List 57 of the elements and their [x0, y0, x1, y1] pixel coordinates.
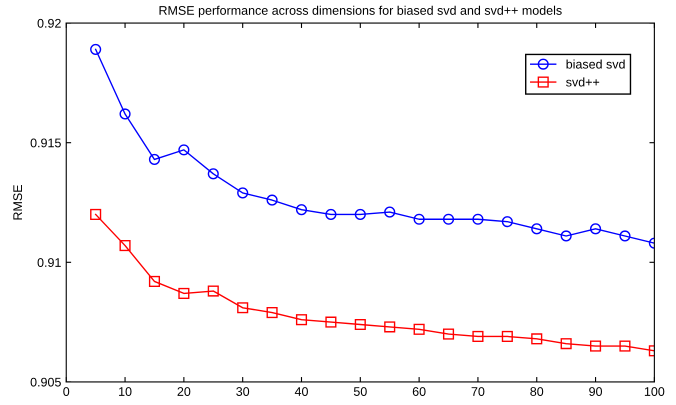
x-tick-label: 90	[589, 387, 602, 396]
point	[354, 208, 366, 220]
y-tick-label: 0.915	[30, 138, 61, 148]
point	[590, 223, 602, 234]
point	[296, 204, 308, 216]
point	[442, 214, 454, 225]
point	[531, 333, 542, 344]
x-tick-label: 80	[530, 387, 544, 396]
x-tick-label: 60	[412, 387, 426, 396]
point	[90, 44, 102, 55]
point	[414, 324, 425, 335]
point	[325, 316, 336, 328]
point	[502, 330, 513, 342]
x-tick-label: 30	[236, 387, 250, 396]
y-axis-title: RMSE	[13, 184, 22, 220]
point	[619, 230, 631, 242]
point	[178, 288, 190, 299]
point	[472, 330, 484, 342]
point	[619, 340, 631, 352]
legend-label: svd++	[566, 77, 600, 87]
point	[472, 214, 484, 225]
point	[148, 276, 160, 287]
point	[266, 194, 278, 206]
point	[237, 187, 248, 198]
point	[325, 208, 336, 220]
legend-label: biased svd	[566, 59, 625, 69]
x-tick-label: 50	[354, 387, 367, 396]
point	[560, 338, 572, 350]
point	[208, 168, 219, 180]
point	[502, 216, 513, 228]
x-tick-label: 70	[472, 387, 484, 396]
y-tick-label: 0.92	[38, 18, 61, 28]
x-tick-label: 0	[63, 387, 70, 396]
y-tick-label: 0.905	[30, 378, 61, 387]
chart-title: RMSE performance across dimensions for biased svd and svd++ models	[160, 6, 562, 18]
point	[208, 285, 219, 297]
point	[120, 108, 131, 120]
point	[590, 340, 602, 352]
point	[120, 240, 131, 252]
point	[560, 230, 572, 242]
point	[237, 302, 248, 314]
x-tick-label: 20	[178, 387, 190, 396]
x-tick-label: 10	[119, 387, 132, 396]
point	[414, 214, 425, 225]
x-tick-label: 40	[294, 387, 308, 396]
point	[384, 321, 396, 332]
point	[384, 206, 396, 218]
y-tick-label: 0.91	[38, 258, 61, 267]
point	[148, 154, 160, 165]
point	[90, 208, 102, 220]
point	[442, 328, 454, 340]
point	[178, 144, 190, 156]
point	[296, 314, 308, 326]
x-tick-label: 100	[644, 387, 664, 396]
point	[354, 318, 366, 330]
point	[531, 223, 542, 234]
point	[266, 306, 278, 318]
